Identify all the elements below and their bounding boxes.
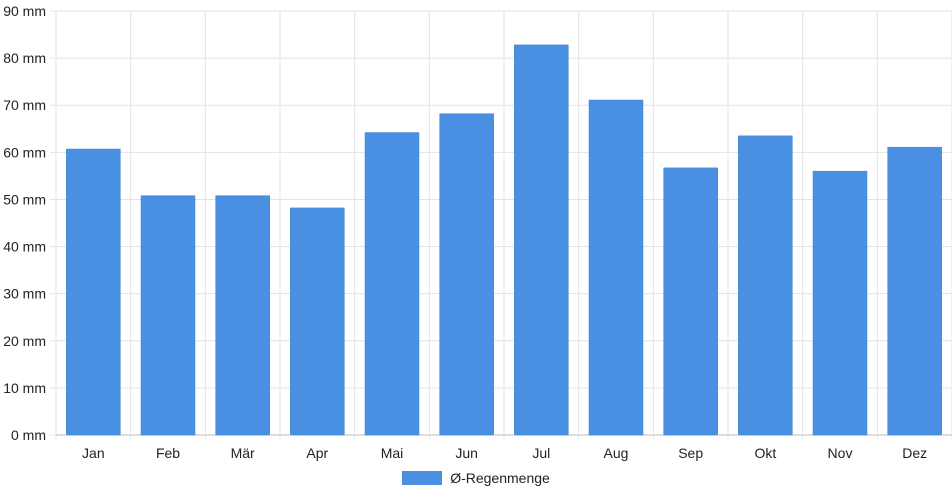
- x-tick-label: Jun: [455, 445, 478, 461]
- y-tick-label: 0 mm: [11, 427, 46, 443]
- x-tick-label: Sep: [678, 445, 703, 461]
- legend-swatch: [402, 471, 443, 485]
- bar-nov: [812, 170, 868, 436]
- grid: [50, 10, 952, 441]
- bar-dez: [887, 146, 942, 436]
- x-tick-label: Mai: [381, 445, 404, 461]
- bar-feb: [140, 195, 196, 436]
- x-tick-label: Feb: [156, 445, 180, 461]
- bar-apr: [290, 207, 345, 436]
- bar-jul: [514, 44, 569, 436]
- x-tick-label: Apr: [306, 445, 328, 461]
- x-tick-label: Okt: [754, 445, 776, 461]
- x-tick-label: Nov: [828, 445, 853, 461]
- legend-label: Ø-Regenmenge: [450, 470, 550, 486]
- y-tick-label: 40 mm: [3, 239, 46, 255]
- y-tick-label: 30 mm: [3, 286, 46, 302]
- x-tick-label: Jan: [82, 445, 105, 461]
- bar-sep: [663, 167, 718, 436]
- y-tick-label: 10 mm: [3, 380, 46, 396]
- x-tick-label: Aug: [604, 445, 629, 461]
- bar-aug: [588, 99, 644, 436]
- y-tick-label: 90 mm: [3, 3, 46, 19]
- bar-jan: [66, 148, 121, 436]
- bar-chart: 0 mm 10 mm 20 mm 30 mm 40 mm 50 mm 60 mm 70 mm 8…: [3, 3, 952, 461]
- bar-mär: [215, 195, 270, 436]
- y-tick-label: 50 mm: [3, 191, 46, 207]
- bar-okt: [738, 135, 793, 436]
- y-tick-label: 60 mm: [3, 144, 46, 160]
- bar-mai: [364, 132, 420, 436]
- legend: Ø-Regenmenge: [0, 470, 952, 486]
- bar-jun: [439, 113, 494, 436]
- y-tick-label: 20 mm: [3, 333, 46, 349]
- x-tick-label: Jul: [532, 445, 550, 461]
- x-tick-label: Dez: [902, 445, 927, 461]
- y-tick-label: 80 mm: [3, 50, 46, 66]
- y-tick-label: 70 mm: [3, 97, 46, 113]
- x-tick-label: Mär: [231, 445, 255, 461]
